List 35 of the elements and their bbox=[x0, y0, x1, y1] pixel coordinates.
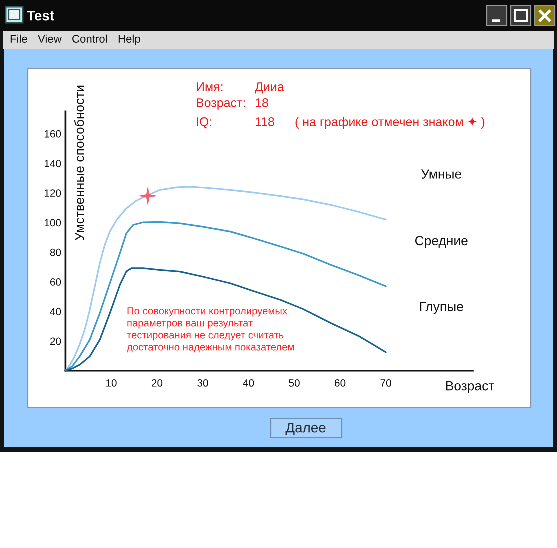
annotation: 118 bbox=[256, 118, 274, 126]
x-tick-label: 60 bbox=[335, 380, 346, 387]
x-tick-label: 10 bbox=[106, 380, 117, 387]
annotation: ( на графике отмечен знаком ✦ ) bbox=[296, 117, 485, 129]
text: Средние bbox=[415, 236, 468, 248]
x-tick-label: 30 bbox=[198, 380, 208, 387]
y-tick-label: 140 bbox=[44, 160, 62, 168]
text: 18 bbox=[256, 98, 268, 108]
annotation: По совокупности контролируемых параметров ваш результат тестирования не следует считать достаточно надежным показателем bbox=[127, 308, 294, 353]
y-tick-label: 40 bbox=[50, 308, 62, 316]
text: Имя: bbox=[197, 82, 223, 92]
y-tick-label: 20 bbox=[50, 338, 62, 346]
line-series bbox=[66, 268, 387, 371]
y-tick-label: 80 bbox=[50, 248, 62, 256]
text: Возраст: bbox=[197, 98, 246, 110]
x-tick-label: 20 bbox=[152, 380, 163, 387]
y-tick-label: 120 bbox=[44, 190, 62, 198]
text: Help bbox=[118, 34, 140, 46]
y-tick-label: 100 bbox=[44, 219, 62, 227]
x-tick-label: 50 bbox=[289, 380, 300, 387]
text: Control bbox=[72, 34, 108, 43]
text: Дииа bbox=[255, 82, 284, 94]
text: Умные bbox=[421, 170, 462, 179]
x-tick-label: 70 bbox=[380, 380, 392, 387]
text: Далее bbox=[286, 423, 326, 436]
y-tick-label: 60 bbox=[50, 278, 62, 286]
annotation: IQ: bbox=[197, 118, 212, 129]
chart-title: Test bbox=[27, 11, 54, 21]
x-axis-title: Возраст bbox=[446, 381, 494, 394]
y-axis-title: Умственные способности bbox=[74, 86, 84, 241]
text: View bbox=[38, 34, 62, 43]
x-tick-label: 40 bbox=[243, 380, 254, 387]
text: Глупые bbox=[420, 302, 464, 314]
y-tick-label: 160 bbox=[44, 130, 62, 138]
text: File bbox=[10, 34, 28, 43]
